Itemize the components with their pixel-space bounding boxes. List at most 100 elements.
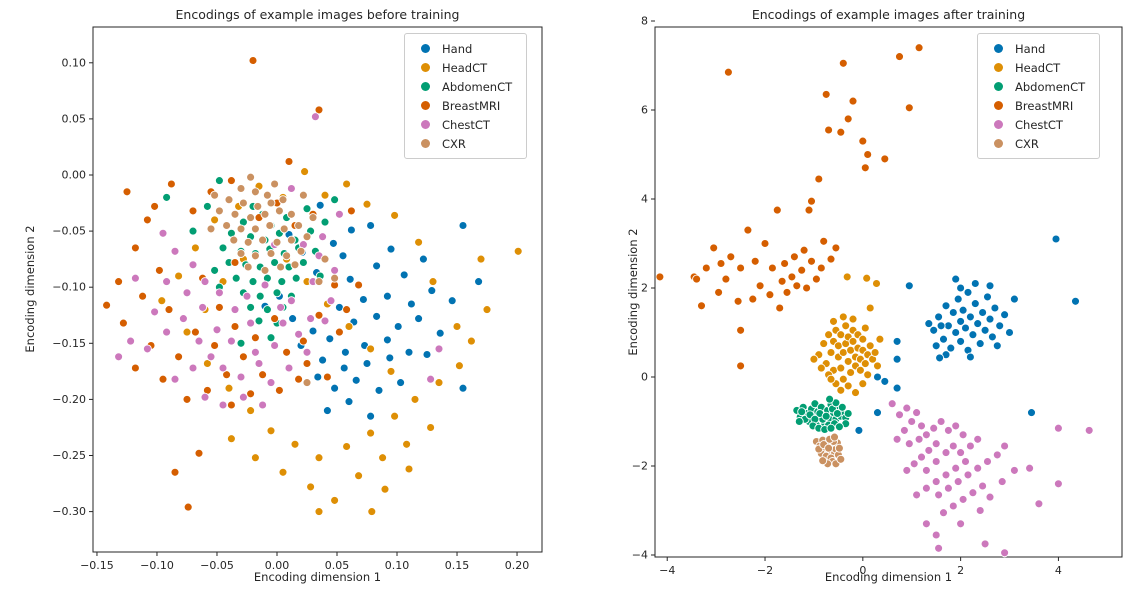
data-point bbox=[218, 243, 228, 253]
subplot-0: −0.15 −0.10 −0.05 0.00 0.05 0.10 0.15 0.20 0.10 0… bbox=[52, 26, 543, 572]
legend-item-breastmri: BreastMRI bbox=[413, 98, 512, 113]
data-point bbox=[873, 372, 882, 382]
x-tick-label: 0.15 bbox=[445, 559, 470, 572]
data-point bbox=[231, 273, 241, 283]
data-point bbox=[399, 270, 409, 280]
data-point bbox=[238, 198, 248, 208]
data-point bbox=[772, 205, 782, 215]
data-point bbox=[183, 502, 193, 512]
data-point bbox=[987, 332, 997, 342]
data-point bbox=[921, 430, 931, 440]
data-point bbox=[892, 354, 902, 364]
data-point bbox=[418, 254, 428, 264]
data-point bbox=[320, 316, 330, 326]
data-point bbox=[266, 378, 276, 388]
data-point bbox=[248, 56, 258, 65]
legend-label: ChestCT bbox=[442, 117, 490, 132]
data-point bbox=[226, 400, 236, 410]
data-point bbox=[826, 348, 836, 357]
subplot-1: −4 −2 0 2 4 −4 −2 0 2 4 6 8 bbox=[632, 14, 1123, 577]
data-point bbox=[272, 288, 282, 298]
data-point bbox=[320, 217, 330, 227]
data-point bbox=[150, 201, 160, 211]
data-point bbox=[322, 372, 332, 382]
data-point bbox=[243, 237, 253, 247]
axes-box bbox=[92, 26, 543, 553]
data-point bbox=[230, 322, 240, 331]
data-point bbox=[948, 308, 958, 317]
data-point bbox=[426, 374, 436, 384]
data-point bbox=[320, 254, 330, 264]
data-point bbox=[164, 305, 174, 315]
data-point bbox=[973, 463, 983, 473]
data-point bbox=[887, 399, 897, 409]
data-point bbox=[992, 341, 1002, 351]
data-point bbox=[921, 465, 931, 475]
data-point bbox=[236, 372, 246, 382]
series-breastmri bbox=[102, 56, 364, 512]
data-point bbox=[366, 221, 376, 230]
data-point bbox=[834, 443, 844, 453]
data-point bbox=[787, 272, 797, 282]
data-point bbox=[961, 323, 970, 333]
data-point bbox=[816, 263, 826, 273]
data-point bbox=[328, 238, 338, 248]
legend-item-headct: HeadCT bbox=[986, 60, 1085, 75]
data-point bbox=[716, 259, 726, 268]
data-point bbox=[807, 256, 816, 266]
data-point bbox=[858, 334, 868, 344]
data-point bbox=[1071, 296, 1080, 306]
data-point bbox=[904, 281, 914, 291]
data-point bbox=[476, 254, 486, 264]
data-point bbox=[973, 319, 983, 329]
data-point bbox=[318, 232, 328, 242]
x-tick-label: 2 bbox=[957, 564, 964, 577]
data-point bbox=[931, 530, 941, 540]
legend-marker-icon bbox=[994, 82, 1003, 91]
data-point bbox=[943, 321, 953, 331]
data-point bbox=[797, 407, 807, 417]
data-point bbox=[818, 456, 828, 466]
data-point bbox=[122, 187, 132, 197]
data-point bbox=[1053, 423, 1063, 433]
legend-marker-icon bbox=[421, 44, 430, 53]
data-point bbox=[202, 359, 212, 368]
data-point bbox=[975, 506, 985, 515]
data-point bbox=[322, 406, 332, 416]
data-point bbox=[210, 265, 220, 275]
data-point bbox=[777, 276, 787, 286]
data-point bbox=[899, 425, 909, 435]
data-point bbox=[997, 477, 1007, 487]
data-point bbox=[380, 484, 390, 494]
data-point bbox=[824, 443, 834, 453]
data-point bbox=[313, 372, 323, 382]
data-point bbox=[714, 287, 724, 297]
data-point bbox=[306, 314, 316, 324]
data-point bbox=[929, 423, 939, 433]
data-point bbox=[736, 361, 746, 371]
data-point bbox=[414, 314, 424, 324]
data-point bbox=[973, 434, 983, 444]
data-point bbox=[934, 543, 944, 553]
data-point bbox=[819, 236, 829, 246]
y-tick-label: −4 bbox=[632, 548, 648, 561]
data-point bbox=[214, 206, 224, 216]
data-point bbox=[934, 490, 944, 500]
data-point bbox=[941, 301, 951, 311]
data-point bbox=[246, 172, 256, 182]
y-tick-label: −0.30 bbox=[52, 505, 86, 518]
data-point bbox=[174, 271, 184, 281]
data-point bbox=[963, 287, 973, 297]
data-point bbox=[243, 262, 253, 272]
data-point bbox=[270, 179, 280, 189]
data-point bbox=[863, 150, 873, 159]
series-breastmri bbox=[655, 43, 924, 371]
data-point bbox=[892, 383, 902, 393]
data-point bbox=[206, 224, 216, 234]
data-point bbox=[912, 490, 922, 500]
data-point bbox=[452, 322, 462, 331]
y-tick-label: −0.15 bbox=[52, 337, 86, 350]
data-point bbox=[458, 383, 468, 393]
data-point bbox=[447, 296, 457, 306]
data-point bbox=[924, 445, 934, 455]
